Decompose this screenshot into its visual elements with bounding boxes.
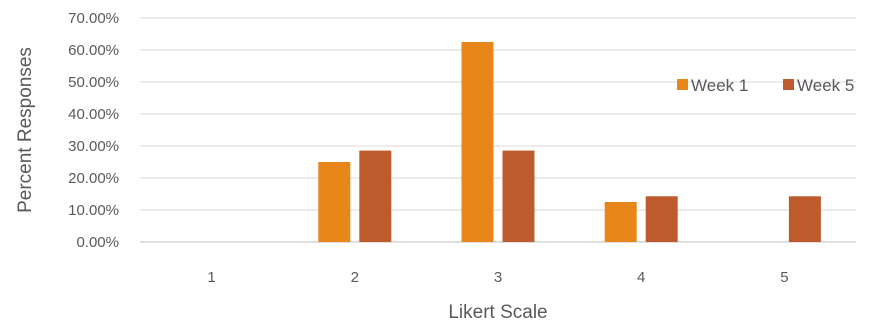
y-tick-label: 70.00% <box>68 10 119 27</box>
x-tick-label: 1 <box>207 269 215 286</box>
x-axis-title: Likert Scale <box>448 302 547 323</box>
y-tick-label: 0.00% <box>76 234 119 251</box>
x-tick-label: 4 <box>637 269 645 286</box>
bar-week-5-4 <box>645 196 678 242</box>
x-tick-label: 2 <box>351 269 359 286</box>
bar-week-5-5 <box>788 196 821 242</box>
x-tick-label: 5 <box>780 269 788 286</box>
legend-swatch <box>783 79 794 90</box>
bar-week-1-4 <box>604 202 637 242</box>
y-tick-label: 60.00% <box>68 42 119 59</box>
y-tick-label: 30.00% <box>68 138 119 155</box>
bar-week-1-2 <box>318 162 351 242</box>
y-axis-title: Percent Responses <box>15 47 36 213</box>
x-axis-ticks: 1 2 3 4 5 <box>207 269 788 286</box>
bar-week-1-3 <box>461 42 494 242</box>
y-tick-label: 10.00% <box>68 202 119 219</box>
y-tick-label: 20.00% <box>68 170 119 187</box>
legend-label: Week 1 <box>691 76 748 95</box>
x-tick-label: 3 <box>494 269 502 286</box>
legend: Week 1 Week 5 <box>677 76 854 95</box>
bar-week-5-3 <box>502 150 535 242</box>
y-tick-label: 40.00% <box>68 106 119 123</box>
legend-label: Week 5 <box>797 76 854 95</box>
bar-week-5-2 <box>359 150 392 242</box>
y-tick-label: 50.00% <box>68 74 119 91</box>
y-axis-ticks: 0.00% 10.00% 20.00% 30.00% 40.00% 50.00% 60.00… <box>68 10 119 251</box>
bars <box>318 42 821 242</box>
gridlines <box>140 17 856 243</box>
legend-swatch <box>677 79 688 90</box>
